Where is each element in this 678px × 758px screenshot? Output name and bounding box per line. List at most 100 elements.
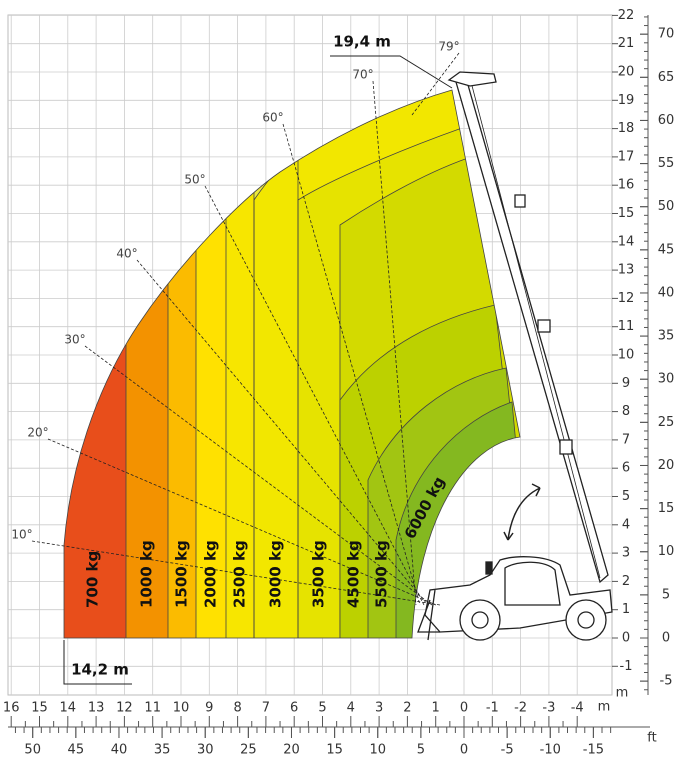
angle-label: 50° <box>184 173 205 187</box>
outreach-ft-label: 25 <box>240 743 257 758</box>
height-m-label: 3 <box>622 546 630 561</box>
load-label: 3000 kg <box>267 540 285 608</box>
outreach-ft-label: 5 <box>417 743 425 758</box>
height-m-label: 9 <box>622 376 630 391</box>
outreach-m-label: 4 <box>347 701 355 716</box>
angle-line <box>47 438 437 606</box>
height-m-label: 2 <box>622 574 630 589</box>
height-ft-label: 25 <box>658 415 675 430</box>
outreach-m-label: 13 <box>88 701 105 716</box>
height-m-label: 1 <box>622 602 630 617</box>
outreach-m-label: 0 <box>460 701 468 716</box>
outreach-ft-label: 35 <box>154 743 171 758</box>
outreach-m-label: 9 <box>205 701 213 716</box>
angle-line <box>136 259 429 606</box>
outreach-unit: m <box>598 700 611 715</box>
outreach-ft-label: -15 <box>583 743 604 758</box>
angle-label: 10° <box>11 528 32 542</box>
height-ft-label: 0 <box>662 631 670 646</box>
load-label: 4500 kg <box>345 540 363 608</box>
outreach-m-label: 1 <box>432 701 440 716</box>
reach-leader <box>330 55 453 89</box>
angle-label: 20° <box>27 426 48 440</box>
height-m-label: 7 <box>622 432 630 447</box>
angle-label: 40° <box>116 247 137 261</box>
outreach-ft-label: 30 <box>197 743 214 758</box>
height-ft-label: -5 <box>660 674 673 689</box>
height-ft-label: 5 <box>662 587 670 602</box>
angle-line <box>204 185 425 606</box>
load-label: 3500 kg <box>310 540 328 608</box>
outreach-m-label: 16 <box>3 701 20 716</box>
outreach-m-label: -1 <box>486 701 499 716</box>
load-label: 2000 kg <box>202 540 220 608</box>
height-m-label: 5 <box>622 489 630 504</box>
outreach-leader <box>63 640 132 685</box>
outreach-m-label: 10 <box>173 701 190 716</box>
outreach-m-label: 14 <box>60 701 77 716</box>
height-ft-label: 45 <box>658 242 675 257</box>
outreach-m-label: 6 <box>290 701 298 716</box>
height-unit: m <box>616 686 629 701</box>
load-label: 1500 kg <box>173 540 191 608</box>
height-m-label: 21 <box>618 36 635 51</box>
load-label: 700 kg <box>84 551 102 608</box>
outreach-m-label: 12 <box>116 701 133 716</box>
angle-line <box>372 80 417 606</box>
height-m-label: 14 <box>618 234 635 249</box>
outreach-ft-label: 0 <box>460 743 468 758</box>
angle-label: 30° <box>64 333 85 347</box>
height-m-label: 11 <box>618 319 635 334</box>
height-m-label: 22 <box>618 8 635 23</box>
height-m-label: 4 <box>622 517 630 532</box>
height-m-label: 19 <box>618 93 635 108</box>
angle-line <box>31 540 441 606</box>
height-m-label: 0 <box>622 631 630 646</box>
outreach-ft-label: -5 <box>501 743 514 758</box>
load-label: 2500 kg <box>231 540 249 608</box>
height-ft-label: 20 <box>658 458 675 473</box>
outreach-m-label: 2 <box>403 701 411 716</box>
angle-line <box>411 52 460 116</box>
outreach-m-label: -2 <box>514 701 527 716</box>
outreach-m-label: -3 <box>542 701 555 716</box>
outreach-ft-label: 15 <box>326 743 343 758</box>
height-ft-label: 15 <box>658 501 675 516</box>
height-ft-label: 50 <box>658 199 675 214</box>
angle-line <box>84 345 433 606</box>
angle-label: 60° <box>262 111 283 125</box>
outreach-ft-label: 20 <box>283 743 300 758</box>
telehandler <box>417 71 613 641</box>
outreach-m-label: 11 <box>144 701 161 716</box>
angle-label: 79° <box>438 40 459 54</box>
max-height: 19,4 m <box>333 33 391 51</box>
height-ft-label: 55 <box>658 156 675 171</box>
outreach-m-label: 15 <box>31 701 48 716</box>
outreach-ft-label: 50 <box>24 743 41 758</box>
angle-line <box>282 123 421 606</box>
outreach-m-label: 8 <box>233 701 241 716</box>
height-ft-label: 60 <box>658 113 675 128</box>
outreach-ft-label: 40 <box>111 743 128 758</box>
outreach-m-label: 3 <box>375 701 383 716</box>
outreach-ft-label: 45 <box>68 743 85 758</box>
overlay: 10° 20° 30° 40° 50° 60° 70° 79° 700 kg 1000 kg 150… <box>11 33 521 685</box>
height-ft-label: 40 <box>658 285 675 300</box>
height-ft-label: 65 <box>658 70 675 85</box>
envelope <box>63 89 521 639</box>
outreach-m-label: 5 <box>318 701 326 716</box>
ft-unit: ft <box>647 731 656 746</box>
outreach-ft-label: 10 <box>369 743 386 758</box>
outreach-ft-label: -10 <box>540 743 561 758</box>
load-label: 1000 kg <box>138 540 156 608</box>
height-m-label: 13 <box>618 263 635 278</box>
height-ft-label: 30 <box>658 372 675 387</box>
height-m-label: -1 <box>620 659 633 674</box>
outreach-m-label: 7 <box>262 701 270 716</box>
max-outreach: 14,2 m <box>71 661 129 679</box>
height-m-label: 18 <box>618 121 635 136</box>
height-m-label: 17 <box>618 149 635 164</box>
height-m-label: 6 <box>622 461 630 476</box>
height-m-label: 10 <box>618 348 635 363</box>
